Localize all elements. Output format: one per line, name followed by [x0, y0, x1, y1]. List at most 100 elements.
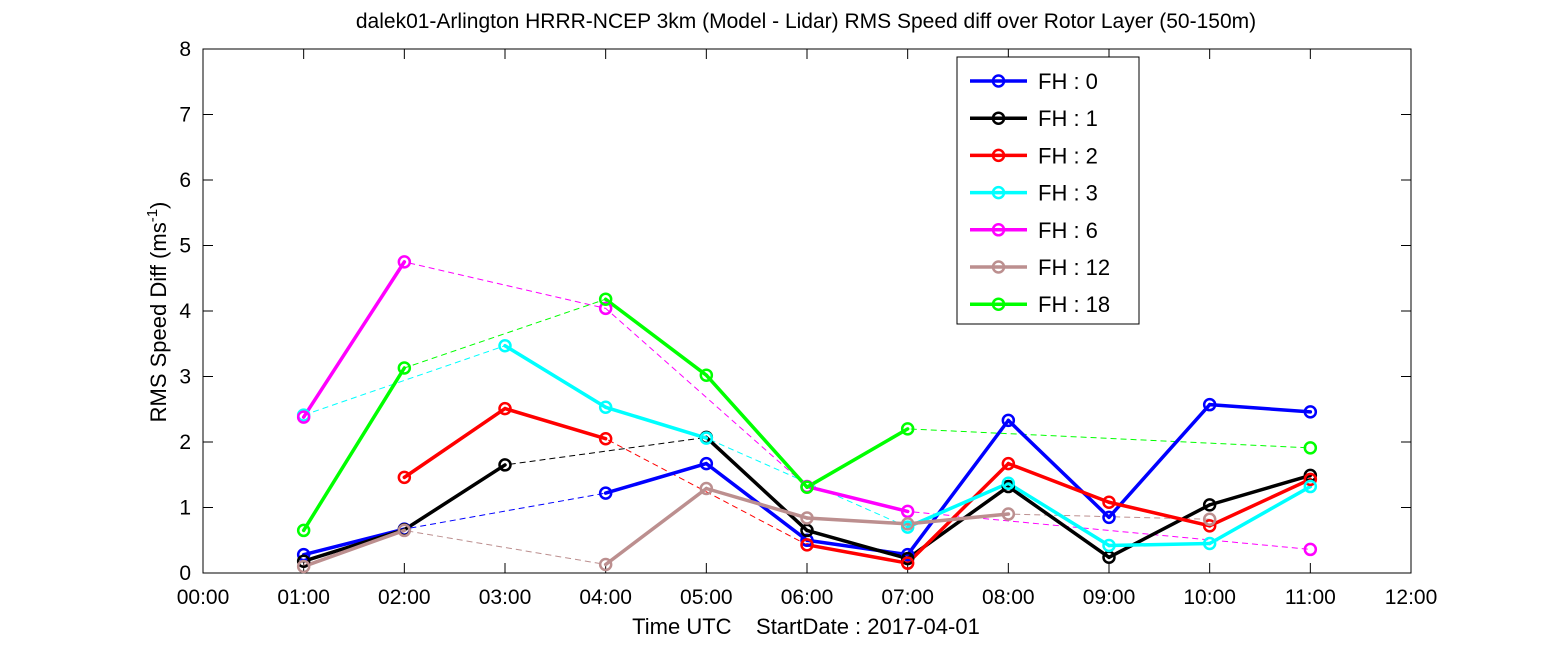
- chart-title: dalek01-Arlington HRRR-NCEP 3km (Model -…: [356, 10, 1256, 33]
- data-point: [1202, 536, 1217, 551]
- series-segment: [503, 343, 608, 410]
- y-tick-label: 6: [179, 169, 191, 192]
- data-point: [1001, 413, 1016, 428]
- series-segment: [805, 516, 910, 526]
- x-tick-label: 00:00: [177, 586, 230, 609]
- series-gap-line: [303, 487, 1210, 567]
- data-point: [1102, 538, 1116, 553]
- legend-item: FH : 3: [970, 181, 1098, 206]
- data-point: [699, 456, 714, 471]
- series-segment: [805, 427, 910, 489]
- legend-item: FH : 12: [970, 255, 1110, 280]
- legend-label: FH : 6: [1038, 218, 1098, 243]
- data-point: [900, 517, 915, 531]
- series-segment: [1006, 461, 1111, 505]
- legend-swatch-marker: [991, 260, 1006, 274]
- data-point: [1202, 498, 1217, 512]
- series-segment: [1107, 541, 1212, 548]
- legend-swatch-marker: [991, 74, 1006, 88]
- data-point: [1202, 512, 1217, 527]
- data-point: [1303, 479, 1318, 494]
- y-tick-label: 1: [179, 497, 191, 520]
- series-segment: [805, 528, 910, 561]
- legend: FH : 0 FH : 1 FH : 2 FH : 3 FH : 6 FH : 12 FH …: [956, 56, 1140, 325]
- data-point: [1001, 456, 1016, 471]
- series-segment: [1107, 402, 1212, 520]
- data-point: [1303, 542, 1318, 557]
- series-lines: [301, 260, 1313, 569]
- data-point: [699, 368, 714, 382]
- legend-label: FH : 2: [1038, 143, 1098, 168]
- series-segment: [905, 512, 1011, 526]
- series-segment: [301, 260, 407, 419]
- series-markers: [296, 255, 1318, 574]
- legend-swatch-marker: [991, 223, 1006, 237]
- data-point: [598, 301, 613, 316]
- data-point: [1001, 476, 1016, 491]
- series-segment: [704, 435, 809, 533]
- series-segment: [603, 297, 709, 377]
- data-point: [397, 255, 412, 269]
- x-tick-label: 09:00: [1083, 586, 1136, 609]
- plot-frame: [202, 48, 1412, 574]
- legend-item: FH : 18: [970, 292, 1110, 317]
- legend-swatch-marker: [991, 111, 1006, 125]
- y-axis-label-superscript: -1: [144, 209, 161, 222]
- series-segment: [1107, 503, 1212, 560]
- y-tick-label: 4: [179, 300, 191, 323]
- x-tick-label: 06:00: [781, 586, 834, 609]
- data-point: [800, 538, 814, 552]
- plot-area: 00:00 01:00 02:00 03:00 04:00 05:00 06:00 07:00…: [177, 38, 1438, 609]
- x-tick-label: 04:00: [579, 586, 632, 609]
- series-segment: [704, 486, 809, 520]
- legend-box: [956, 56, 1140, 325]
- data-point: [598, 557, 613, 572]
- y-tick-label: 8: [179, 38, 191, 61]
- series-segment: [603, 405, 709, 440]
- data-point: [1202, 397, 1217, 412]
- data-point: [1102, 495, 1116, 510]
- data-point: [900, 422, 915, 436]
- y-tick-label: 2: [179, 431, 191, 454]
- data-point: [800, 523, 814, 538]
- y-tick-labels: 0 1 2 3 4 5 6 7 8: [179, 38, 191, 585]
- legend-label: FH : 1: [1038, 106, 1098, 131]
- x-tick-label: 07:00: [881, 586, 934, 609]
- series-segment: [1207, 402, 1313, 414]
- data-point: [296, 410, 311, 424]
- series-segment: [402, 406, 507, 480]
- series-segment: [805, 484, 910, 514]
- series-segment: [603, 461, 709, 495]
- legend-swatch-marker: [991, 148, 1006, 163]
- data-point: [800, 511, 814, 525]
- data-point: [800, 480, 814, 494]
- data-point: [1102, 510, 1116, 525]
- x-tick-label: 12:00: [1385, 586, 1438, 609]
- series-segment: [1006, 481, 1111, 548]
- series-segment: [905, 461, 1011, 565]
- x-tick-label: 08:00: [982, 586, 1035, 609]
- data-point: [900, 547, 915, 562]
- legend-label: FH : 0: [1038, 69, 1098, 94]
- series-segment: [402, 463, 507, 532]
- data-point: [1303, 441, 1318, 455]
- x-tick-label: 01:00: [277, 586, 330, 609]
- axis-ticks: [202, 48, 1412, 574]
- y-tick-label: 5: [179, 235, 191, 258]
- legend-label: FH : 3: [1038, 181, 1098, 206]
- data-point: [699, 481, 714, 496]
- series-segment: [603, 486, 709, 567]
- series-segment: [1207, 473, 1313, 507]
- legend-items: FH : 0 FH : 1 FH : 2 FH : 3 FH : 6 FH : 12 FH …: [970, 69, 1110, 317]
- y-tick-label: 7: [179, 104, 191, 127]
- legend-label: FH : 18: [1038, 292, 1110, 317]
- x-tick-label: 11:00: [1285, 586, 1336, 609]
- data-point: [1303, 472, 1318, 487]
- series-segment: [805, 543, 910, 565]
- legend-label: FH : 12: [1038, 255, 1110, 280]
- data-point: [397, 523, 412, 538]
- data-point: [498, 401, 512, 416]
- x-tick-labels: 00:00 01:00 02:00 03:00 04:00 05:00 06:00 07:00…: [177, 586, 1438, 609]
